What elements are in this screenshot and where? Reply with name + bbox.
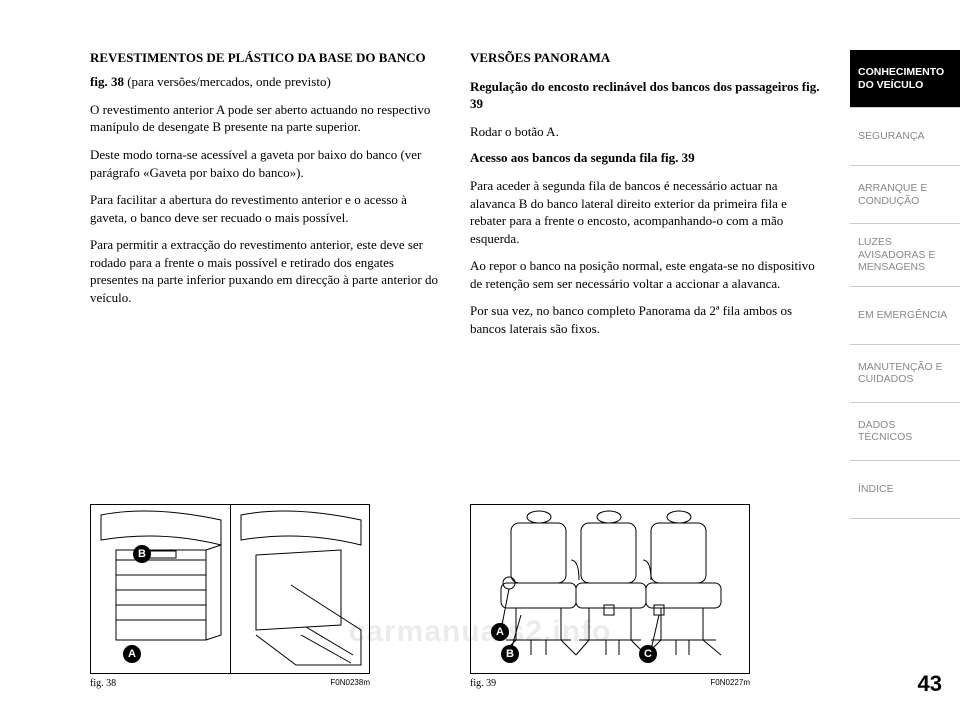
figure-38-caption: fig. 38 F0N0238m — [90, 678, 370, 689]
figure-39-code: F0N0227m — [710, 678, 750, 689]
figure-38-label: fig. 38 — [90, 678, 116, 689]
right-sub2-p1: Para aceder à segunda fila de bancos é n… — [470, 177, 820, 247]
left-p1: O revestimento anterior A pode ser abert… — [90, 101, 440, 136]
right-sub1-p1: Rodar o botão A. — [470, 123, 820, 141]
tab-luzes[interactable]: LUZES AVISADORAS E MENSAGENS — [850, 224, 960, 287]
left-fig-ref-line: fig. 38 (para versões/mercados, onde pre… — [90, 73, 440, 91]
page-number: 43 — [918, 671, 942, 697]
callout-b: B — [133, 545, 151, 563]
right-column: VERSÕES PANORAMA Regulação do encosto re… — [470, 50, 820, 689]
figure-38-code: F0N0238m — [330, 678, 370, 689]
left-p4: Para permitir a extracção do revestiment… — [90, 236, 440, 306]
figure-39-label: fig. 39 — [470, 678, 496, 689]
figure-39-block: A B C fig. 39 F0N0227m — [470, 484, 820, 689]
callout-a: A — [491, 623, 509, 641]
tab-manutencao[interactable]: MANUTENÇÃO E CUIDADOS — [850, 345, 960, 403]
figure-38-block: B A fig. 38 F0N0238m — [90, 484, 440, 689]
left-p3: Para facilitar a abertura do revestiment… — [90, 191, 440, 226]
sidebar-tabs: CONHECIMENTO DO VEÍCULO SEGURANÇA ARRANQ… — [850, 0, 960, 709]
left-column: REVESTIMENTOS DE PLÁSTICO DA BASE DO BAN… — [90, 50, 440, 689]
right-title: VERSÕES PANORAMA — [470, 50, 820, 67]
tab-conhecimento[interactable]: CONHECIMENTO DO VEÍCULO — [850, 50, 960, 108]
right-sub1-title: Regulação do encosto reclinável dos banc… — [470, 79, 820, 113]
callout-c: C — [639, 645, 657, 663]
callout-a: A — [123, 645, 141, 663]
fig-ref: fig. 38 — [90, 74, 124, 89]
tab-emergencia[interactable]: EM EMERGÊNCIA — [850, 287, 960, 345]
manual-page: REVESTIMENTOS DE PLÁSTICO DA BASE DO BAN… — [0, 0, 960, 709]
figure-39: A B C — [470, 504, 750, 674]
left-title: REVESTIMENTOS DE PLÁSTICO DA BASE DO BAN… — [90, 50, 440, 67]
left-p2: Deste modo torna-se acessível a gaveta p… — [90, 146, 440, 181]
content-area: REVESTIMENTOS DE PLÁSTICO DA BASE DO BAN… — [0, 0, 850, 709]
tab-indice[interactable]: ÍNDICE — [850, 461, 960, 519]
right-sub2-p3: Por sua vez, no banco completo Panorama … — [470, 302, 820, 337]
figure-38: B A — [90, 504, 370, 674]
fig-note: (para versões/mercados, onde previsto) — [124, 74, 331, 89]
figure-39-caption: fig. 39 F0N0227m — [470, 678, 750, 689]
tab-arranque[interactable]: ARRANQUE E CONDUÇÃO — [850, 166, 960, 224]
tab-seguranca[interactable]: SEGURANÇA — [850, 108, 960, 166]
right-sub2-title: Acesso aos bancos da segunda fila fig. 3… — [470, 150, 820, 167]
callout-b: B — [501, 645, 519, 663]
tab-dados[interactable]: DADOS TÉCNICOS — [850, 403, 960, 461]
right-sub2-p2: Ao repor o banco na posição normal, este… — [470, 257, 820, 292]
